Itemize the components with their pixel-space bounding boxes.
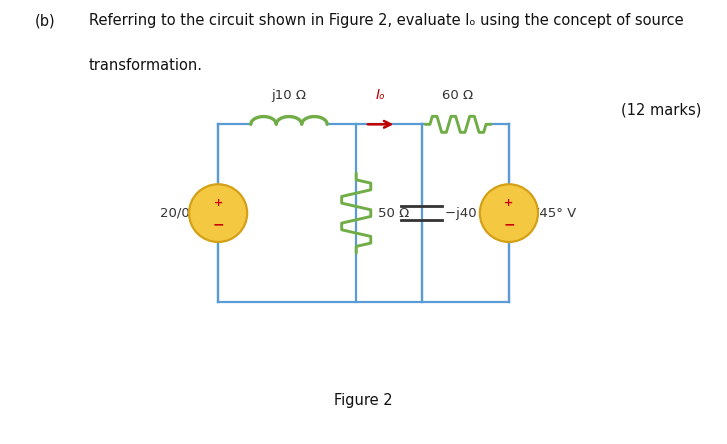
Text: Figure 2: Figure 2 bbox=[334, 393, 393, 408]
Text: 50 Ω: 50 Ω bbox=[378, 206, 409, 220]
Text: +: + bbox=[214, 198, 222, 208]
Text: −: − bbox=[503, 217, 515, 231]
Text: (b): (b) bbox=[35, 13, 55, 28]
Text: Iₒ: Iₒ bbox=[376, 88, 385, 102]
Text: 60 Ω: 60 Ω bbox=[443, 89, 473, 102]
Text: −j40 Ω: −j40 Ω bbox=[445, 206, 491, 220]
Text: −: − bbox=[212, 217, 224, 231]
Text: 20/0° V: 20/0° V bbox=[160, 206, 209, 220]
Text: Referring to the circuit shown in Figure 2, evaluate Iₒ using the concept of sou: Referring to the circuit shown in Figure… bbox=[89, 13, 683, 28]
Text: transformation.: transformation. bbox=[89, 58, 203, 73]
Text: 30/45° V: 30/45° V bbox=[518, 206, 576, 220]
Ellipse shape bbox=[480, 184, 538, 242]
Text: j10 Ω: j10 Ω bbox=[271, 89, 307, 102]
Text: +: + bbox=[505, 198, 513, 208]
Text: (12 marks): (12 marks) bbox=[621, 102, 702, 117]
Ellipse shape bbox=[189, 184, 247, 242]
